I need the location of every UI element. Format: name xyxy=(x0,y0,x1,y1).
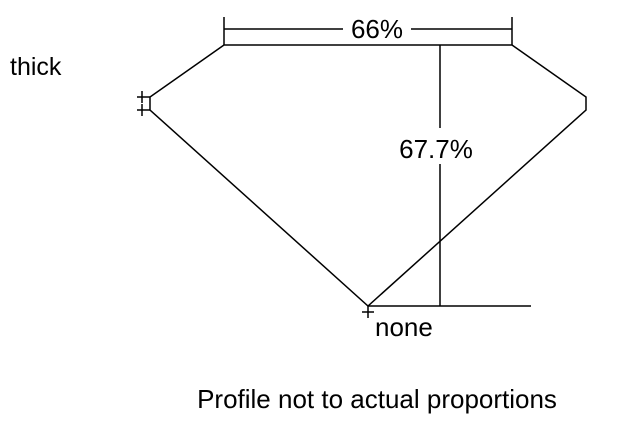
depth-percentage-label: 67.7% xyxy=(399,134,473,164)
culet-marker-icon xyxy=(362,306,374,318)
culet-label: none xyxy=(375,312,433,342)
table-percentage-label: 66% xyxy=(351,14,403,44)
girdle-marker-icon xyxy=(137,91,150,116)
girdle-label: thick xyxy=(10,53,62,81)
proportions-note: Profile not to actual proportions xyxy=(197,384,557,414)
profile-outline xyxy=(149,44,587,308)
